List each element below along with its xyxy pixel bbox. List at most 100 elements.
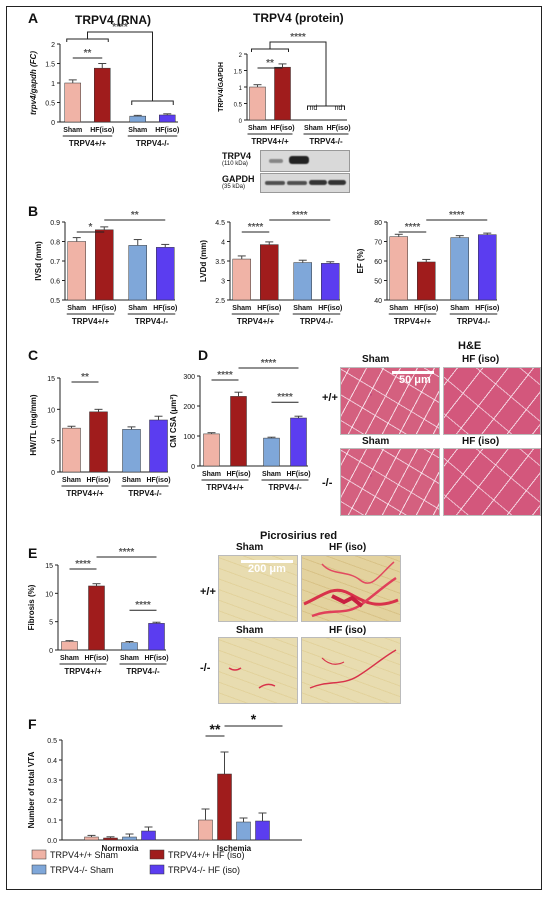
group-label-ko: TRPV4-/- bbox=[126, 667, 160, 676]
y-tick-label: 3.5 bbox=[215, 259, 225, 266]
chart-c: 0 5 10 15 HW/TL (mg/mm) Sham HF(iso) Sham HF(iso… bbox=[29, 372, 171, 498]
bar bbox=[260, 244, 279, 301]
sig-bracket bbox=[66, 31, 174, 105]
y-tick-label: 0.5 bbox=[47, 738, 57, 745]
pr-col-sham-2: Sham bbox=[236, 625, 264, 636]
x-tick-label: Sham bbox=[293, 305, 312, 312]
bar bbox=[293, 262, 312, 301]
y-tick-label: 0 bbox=[51, 470, 55, 477]
y-tick-label: 1 bbox=[239, 86, 243, 92]
group-label-wt: TRPV4+/+ bbox=[64, 667, 102, 676]
sig-label: **** bbox=[261, 358, 277, 369]
bar bbox=[128, 245, 147, 301]
bar bbox=[249, 86, 266, 121]
x-tick-label: Sham bbox=[232, 305, 251, 312]
x-tick-label: Sham bbox=[63, 127, 82, 134]
pr-scale-text: 200 μm bbox=[248, 563, 286, 575]
y-tick-label: 15 bbox=[47, 376, 55, 383]
y-tick-label: 5 bbox=[51, 439, 55, 446]
y-tick-label: 2.5 bbox=[215, 298, 225, 305]
bar bbox=[149, 419, 168, 473]
y-tick-label: 2 bbox=[239, 53, 243, 59]
y-axis-label: Number of total VTA bbox=[27, 751, 36, 828]
y-axis-label: Fibrosis (%) bbox=[27, 584, 36, 630]
bar bbox=[290, 417, 307, 467]
x-tick-label: Sham bbox=[62, 477, 81, 484]
sig-label: **** bbox=[217, 370, 233, 381]
group-label-ko: TRPV4-/- bbox=[309, 137, 343, 146]
pr-col-sham: Sham bbox=[236, 542, 264, 553]
legend-label: TRPV4+/+ Sham bbox=[50, 850, 118, 860]
x-tick-label: Sham bbox=[60, 655, 79, 662]
bar bbox=[84, 836, 99, 841]
panel-letter-e: E bbox=[28, 545, 38, 561]
sig-label: **** bbox=[449, 210, 465, 221]
x-tick-label: Sham bbox=[128, 305, 147, 312]
y-tick-label: 60 bbox=[374, 259, 382, 266]
bar bbox=[122, 429, 141, 473]
bar bbox=[274, 66, 291, 121]
blot-label-trpv4: TRPV4 bbox=[222, 151, 252, 161]
legend-label: TRPV4+/+ HF (iso) bbox=[168, 850, 245, 860]
y-tick-label: 0.0 bbox=[47, 838, 57, 845]
group-label-ko: TRPV4-/- bbox=[128, 489, 162, 498]
y-tick-label: 1.5 bbox=[45, 62, 55, 69]
chart-d: 0 100 200 300 CM CSA (μm²) Sham HF(iso) Sham HF(… bbox=[169, 358, 311, 492]
he-image-wt-hf bbox=[443, 367, 541, 435]
sig-label: **** bbox=[290, 32, 306, 43]
he-col-hf-2: HF (iso) bbox=[462, 436, 500, 447]
y-tick-label: 0.4 bbox=[47, 758, 57, 765]
group-label-ko: TRPV4-/- bbox=[136, 139, 170, 148]
y-tick-label: 0.5 bbox=[50, 298, 60, 305]
bar bbox=[64, 82, 81, 123]
y-tick-label: 10 bbox=[45, 591, 53, 598]
blot-label-gapdh-kda: (35 kDa) bbox=[222, 184, 246, 190]
he-col-sham-2: Sham bbox=[362, 436, 390, 447]
x-tick-label: HF(iso) bbox=[84, 655, 108, 662]
panel-letter-c: C bbox=[28, 347, 39, 363]
sig-label: ** bbox=[131, 210, 139, 221]
group-label-wt: TRPV4+/+ bbox=[66, 489, 104, 498]
pr-title: Picrosirius red bbox=[260, 530, 338, 542]
y-tick-label: 0.9 bbox=[50, 220, 60, 227]
he-image-ko-hf bbox=[443, 448, 541, 516]
chart-b1: 0.5 0.6 0.7 0.8 0.9 IVSd (mm) Sham HF(iso) Sham H… bbox=[34, 210, 177, 326]
x-tick-label: HF(iso) bbox=[414, 305, 438, 312]
y-tick-label: 0.5 bbox=[45, 101, 55, 108]
y-tick-label: 3 bbox=[221, 279, 225, 286]
x-tick-label: Sham bbox=[389, 305, 408, 312]
bar bbox=[450, 237, 469, 301]
x-tick-label: HF(iso) bbox=[475, 305, 499, 312]
x-tick-label: HF(iso) bbox=[226, 471, 250, 478]
x-tick-label: Sham bbox=[248, 125, 267, 132]
sig-label: **** bbox=[135, 600, 151, 611]
y-tick-label: 200 bbox=[183, 404, 195, 411]
group-label-wt: TRPV4+/+ bbox=[237, 317, 275, 326]
group-label-ko: TRPV4-/- bbox=[300, 317, 334, 326]
bar bbox=[236, 821, 251, 841]
x-tick-label: Normoxia bbox=[102, 844, 139, 853]
figure-border bbox=[6, 6, 542, 890]
legend: TRPV4+/+ Sham TRPV4+/+ HF (iso) TRPV4-/- S… bbox=[31, 849, 245, 875]
sig-label: ** bbox=[210, 721, 221, 737]
chart-b2: 2.5 3 3.5 4 4.5 LVDd (mm) Sham HF(iso) Sham HF(is… bbox=[199, 210, 342, 326]
he-scale-bar bbox=[392, 371, 434, 374]
group-label-ko: TRPV4-/- bbox=[268, 483, 302, 492]
bar bbox=[217, 773, 232, 841]
pr-image-wt-sham bbox=[218, 555, 298, 622]
y-tick-label: 0.2 bbox=[47, 798, 57, 805]
bar bbox=[61, 641, 78, 651]
panel-letter-d: D bbox=[198, 347, 209, 363]
sig-label: **** bbox=[119, 547, 135, 558]
y-axis-label: trpv4/gapdh (FC) bbox=[29, 51, 38, 115]
group-label-wt: TRPV4+/+ bbox=[206, 483, 244, 492]
sig-bracket bbox=[251, 41, 345, 110]
y-tick-label: 0 bbox=[191, 464, 195, 471]
y-axis-label: EF (%) bbox=[356, 248, 365, 273]
sig-label: **** bbox=[405, 222, 421, 233]
bar bbox=[321, 263, 340, 301]
bar bbox=[141, 830, 156, 841]
bar bbox=[67, 241, 86, 301]
bar bbox=[417, 261, 436, 301]
